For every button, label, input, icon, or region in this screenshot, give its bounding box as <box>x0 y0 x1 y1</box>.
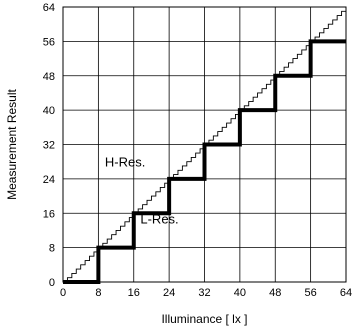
x-tick-labels: 0 8 16 24 32 40 48 56 64 <box>60 287 352 299</box>
y-tick-labels: 0 8 16 24 32 40 48 56 64 <box>43 2 55 289</box>
y-tick-label: 16 <box>43 208 55 220</box>
x-tick-label: 56 <box>305 287 317 299</box>
x-tick-label: 40 <box>234 287 246 299</box>
y-tick-label: 32 <box>43 140 55 152</box>
y-tick-label: 0 <box>49 277 55 289</box>
annotation-l-res: L-Res. <box>140 212 178 227</box>
l-res-line <box>63 39 346 284</box>
y-axis-label: Measurement Result <box>5 88 19 199</box>
y-tick-label: 56 <box>43 36 55 48</box>
y-tick-label: 24 <box>43 174 55 186</box>
y-tick-label: 8 <box>49 243 55 255</box>
x-tick-label: 24 <box>163 287 175 299</box>
x-tick-label: 8 <box>95 287 101 299</box>
y-tick-label: 40 <box>43 105 55 117</box>
plot-frame <box>62 6 347 283</box>
annotation-h-res: H-Res. <box>105 154 145 169</box>
y-tick-label: 64 <box>43 2 55 14</box>
x-tick-label: 64 <box>340 287 352 299</box>
y-tick-label: 48 <box>43 71 55 83</box>
x-tick-label: 48 <box>269 287 281 299</box>
x-tick-label: 32 <box>198 287 210 299</box>
x-tick-label: 16 <box>128 287 140 299</box>
series-l-res <box>63 39 346 284</box>
x-axis-label: Illuminance [ lx ] <box>161 312 247 326</box>
x-tick-label: 0 <box>60 287 66 299</box>
